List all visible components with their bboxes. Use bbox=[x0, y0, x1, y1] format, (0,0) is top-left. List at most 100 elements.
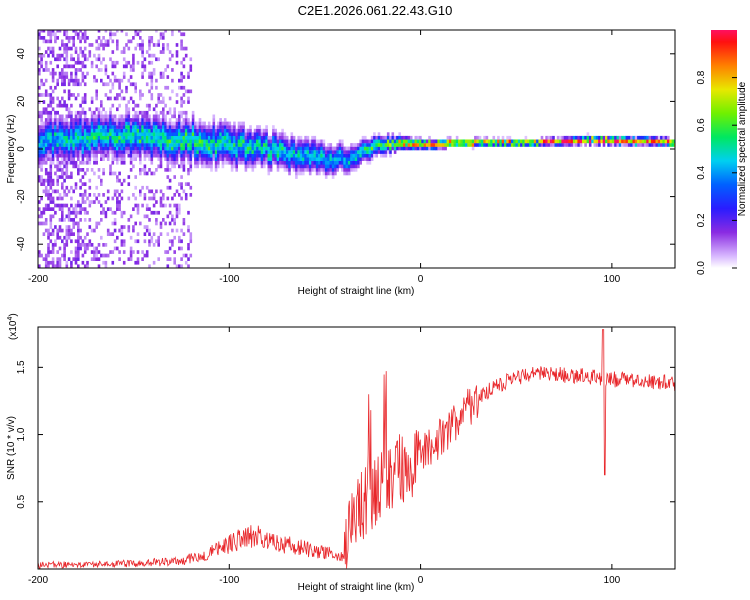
spectrogram-cell bbox=[175, 43, 179, 47]
spectrogram-cell bbox=[230, 139, 234, 144]
spectrogram-cell bbox=[141, 118, 144, 122]
spectrogram-cell bbox=[531, 139, 535, 144]
spectrogram-cell bbox=[111, 153, 115, 158]
spectrogram-cell bbox=[58, 114, 62, 119]
spectrogram-cell bbox=[260, 146, 264, 151]
spectrogram-cell bbox=[194, 150, 197, 154]
spectrogram-cell bbox=[256, 139, 259, 144]
spectrogram-cell bbox=[292, 139, 296, 144]
spectrogram-cell bbox=[77, 118, 80, 122]
spectrogram-cell bbox=[79, 125, 82, 129]
spectrogram-cell bbox=[49, 153, 53, 158]
spectrogram-cell bbox=[189, 68, 193, 72]
spectrogram-cell bbox=[67, 96, 71, 101]
spectrogram-cell bbox=[44, 118, 48, 122]
spectrogram-cell bbox=[63, 218, 66, 222]
spectrogram-cell bbox=[338, 146, 342, 151]
spectrogram-cell bbox=[327, 143, 330, 147]
spectrogram-cell bbox=[398, 132, 401, 136]
spectrogram-cell bbox=[164, 150, 167, 154]
spectrogram-cell bbox=[111, 71, 115, 76]
spectrogram-cell bbox=[630, 135, 633, 140]
spectrogram-cell bbox=[51, 135, 55, 140]
spectrogram-cell bbox=[171, 160, 174, 165]
spectrogram-cell bbox=[61, 103, 64, 108]
spectrogram-cell bbox=[180, 114, 183, 119]
spectrogram-cell bbox=[400, 139, 404, 144]
spectrogram-cell bbox=[70, 218, 73, 222]
spectrogram-cell bbox=[56, 82, 59, 87]
spectrogram-cell bbox=[474, 135, 477, 140]
spectrogram-cell bbox=[56, 121, 59, 126]
spectrogram-cell bbox=[74, 96, 78, 101]
spectrogram-cell bbox=[72, 207, 75, 211]
spectrogram-cell bbox=[214, 135, 218, 140]
spectrogram-cell bbox=[74, 250, 78, 254]
spectrogram-cell bbox=[285, 153, 289, 158]
spectrogram-cell bbox=[196, 143, 199, 147]
spectrogram-cell bbox=[221, 128, 225, 133]
spectrogram-cell bbox=[40, 82, 43, 87]
spectrogram-cell bbox=[368, 139, 372, 144]
spectrogram-cell bbox=[607, 135, 610, 140]
spectrogram-cell bbox=[272, 143, 275, 147]
spectrogram-cell bbox=[196, 121, 199, 126]
spectrogram-cell bbox=[88, 146, 92, 151]
spectrogram-cell bbox=[175, 207, 179, 211]
spectrogram-cell bbox=[175, 157, 179, 161]
spectrogram-cell bbox=[184, 182, 188, 186]
spectrogram-cell bbox=[228, 121, 232, 126]
spectrogram-cell bbox=[166, 153, 170, 158]
spectrogram-cell bbox=[637, 135, 640, 140]
spectrogram-cell bbox=[127, 143, 131, 147]
spectrogram-cell bbox=[118, 93, 121, 97]
spectrogram-cell bbox=[86, 260, 89, 265]
spectrogram-cell bbox=[118, 143, 121, 147]
spectrogram-cell bbox=[42, 107, 46, 112]
spectrogram-cell bbox=[145, 121, 149, 126]
spectrogram-cell bbox=[157, 139, 160, 144]
spectrogram-cell bbox=[281, 164, 284, 169]
spectrogram-cell bbox=[217, 121, 220, 126]
spectrogram-cell bbox=[157, 121, 160, 126]
spectrogram-cell bbox=[267, 153, 271, 158]
spectrogram-cell bbox=[95, 139, 98, 144]
spectrogram-cell bbox=[86, 132, 89, 136]
spectrogram-cell bbox=[214, 160, 218, 165]
spectrogram-cell bbox=[391, 132, 395, 136]
spectrogram-cell bbox=[320, 153, 323, 158]
spectrogram-cell bbox=[67, 225, 71, 229]
spectrogram-cell bbox=[125, 143, 128, 147]
spectrogram-cell bbox=[664, 139, 668, 144]
spectrogram-cell bbox=[292, 150, 296, 154]
spectrogram-cell bbox=[178, 125, 181, 129]
spectrogram-cell bbox=[187, 71, 190, 76]
spectrogram-cell bbox=[285, 164, 289, 169]
spectrogram-cell bbox=[249, 146, 252, 151]
spectrogram-cell bbox=[602, 135, 606, 140]
spectrogram-cell bbox=[139, 121, 142, 126]
spectrogram-cell bbox=[67, 110, 71, 115]
spectrogram-cell bbox=[118, 114, 121, 119]
spectrogram-cell bbox=[327, 157, 330, 161]
spectrogram-cell bbox=[166, 128, 170, 133]
spectrogram-cell bbox=[283, 168, 287, 172]
spectrogram-cell bbox=[122, 118, 126, 122]
spectrogram-cell bbox=[72, 128, 75, 133]
spectrogram-cell bbox=[212, 132, 216, 136]
spectrogram-cell bbox=[148, 114, 151, 119]
spectrogram-cell bbox=[313, 150, 317, 154]
spectrogram-cell bbox=[109, 132, 112, 136]
spectrogram-cell bbox=[145, 143, 149, 147]
spectrogram-cell bbox=[338, 160, 342, 165]
spectrogram-cell bbox=[81, 32, 85, 37]
spectrogram-cell bbox=[136, 146, 140, 151]
spectrogram-cell bbox=[219, 132, 222, 136]
spectrogram-cell bbox=[44, 203, 48, 208]
spectrogram-cell bbox=[122, 46, 126, 51]
spectrogram-cell bbox=[570, 143, 574, 147]
spectrogram-cell bbox=[56, 235, 59, 240]
spectrogram-cell bbox=[97, 132, 101, 136]
spectrogram-cell bbox=[148, 75, 151, 79]
spectrogram-cell bbox=[120, 239, 124, 244]
